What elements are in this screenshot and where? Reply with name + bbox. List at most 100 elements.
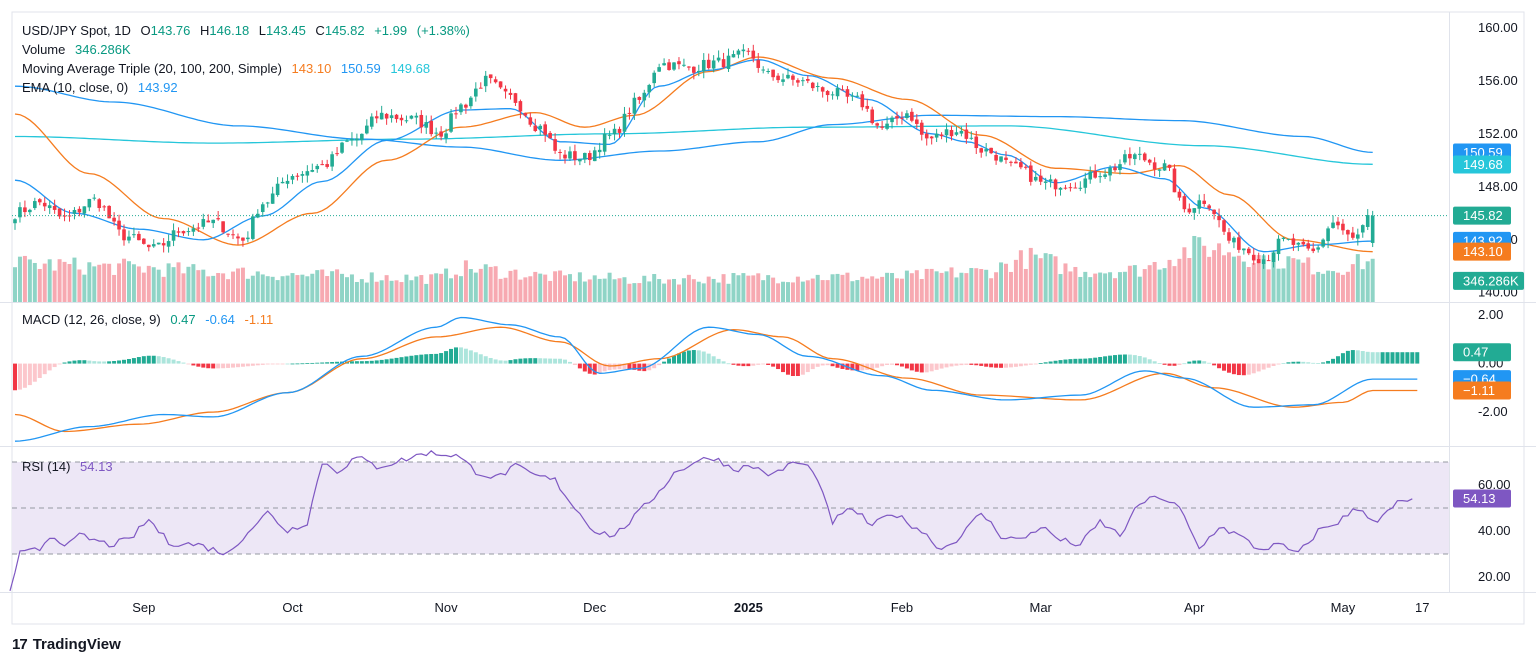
candle-body[interactable] [954,132,959,135]
candle-body[interactable] [553,139,557,151]
candle-body[interactable] [57,208,62,217]
candle-body[interactable] [1118,164,1122,170]
candle-body[interactable] [1177,191,1182,198]
candle-body[interactable] [1019,162,1023,168]
candle-body[interactable] [1232,237,1236,243]
candle-body[interactable] [42,202,47,207]
candle-body[interactable] [77,208,82,213]
candle-body[interactable] [1271,252,1276,262]
candle-body[interactable] [444,133,448,139]
candle-body[interactable] [1048,179,1053,182]
candle-body[interactable] [310,170,315,172]
candle-body[interactable] [330,154,334,167]
candle-body[interactable] [840,89,845,91]
candle-body[interactable] [285,180,290,184]
candle-body[interactable] [508,92,513,95]
candle-body[interactable] [1187,208,1192,213]
candle-body[interactable] [1306,243,1311,249]
candle-body[interactable] [340,142,344,153]
candle-body[interactable] [533,125,538,131]
candle-body[interactable] [201,219,206,227]
candle-body[interactable] [350,138,354,141]
candle-body[interactable] [1152,162,1157,170]
candle-body[interactable] [637,96,642,100]
candle-body[interactable] [766,71,770,73]
candle-body[interactable] [855,95,860,97]
candle-body[interactable] [87,198,92,208]
candle-body[interactable] [1326,228,1330,242]
candle-body[interactable] [419,114,424,128]
candle-body[interactable] [483,75,488,87]
candle-body[interactable] [186,231,191,233]
candle-body[interactable] [880,126,884,128]
candle-body[interactable] [959,130,964,134]
candle-body[interactable] [33,201,37,209]
candle-body[interactable] [1207,205,1211,209]
candle-body[interactable] [622,113,627,132]
candle-body[interactable] [404,120,409,122]
candle-body[interactable] [181,231,186,234]
candle-body[interactable] [761,69,766,71]
candle-body[interactable] [389,115,394,119]
candle-body[interactable] [1108,167,1112,176]
candle-body[interactable] [850,95,855,97]
candle-body[interactable] [1053,179,1058,190]
candle-body[interactable] [905,113,909,119]
candle-body[interactable] [746,50,751,52]
candle-body[interactable] [459,104,463,113]
candle-body[interactable] [474,88,478,97]
candle-body[interactable] [602,133,607,152]
candle-body[interactable] [399,117,404,121]
candle-body[interactable] [731,54,736,58]
candle-body[interactable] [439,131,443,137]
candle-body[interactable] [1123,154,1127,163]
candle-body[interactable] [151,244,156,247]
candle-body[interactable] [1197,200,1202,209]
candle-body[interactable] [117,220,121,230]
candle-body[interactable] [320,164,325,166]
candle-body[interactable] [295,175,300,177]
candle-body[interactable] [1137,153,1142,155]
candle-body[interactable] [226,233,230,235]
candle-body[interactable] [890,117,894,123]
candle-body[interactable] [885,123,889,129]
candle-body[interactable] [523,113,528,116]
candle-body[interactable] [449,113,453,132]
candle-body[interactable] [756,60,761,68]
candle-body[interactable] [236,236,240,239]
candle-body[interactable] [1316,247,1320,250]
candle-body[interactable] [1331,222,1335,228]
candle-body[interactable] [1063,187,1068,189]
candle-body[interactable] [1356,234,1360,239]
candle-body[interactable] [726,55,731,69]
candle-body[interactable] [255,213,260,218]
candle-body[interactable] [166,241,171,247]
candle-body[interactable] [1128,153,1132,159]
candle-body[interactable] [107,205,111,219]
candle-body[interactable] [503,88,508,92]
candle-body[interactable] [469,97,473,107]
candle-body[interactable] [1336,221,1340,226]
candle-body[interactable] [597,149,602,153]
candle-body[interactable] [369,116,374,127]
candle-body[interactable] [979,148,984,153]
candle-body[interactable] [771,69,775,78]
candle-body[interactable] [1133,154,1137,160]
candle-body[interactable] [146,244,151,248]
candle-body[interactable] [37,199,42,203]
candle-body[interactable] [1172,168,1177,193]
candle-body[interactable] [796,80,800,83]
candle-body[interactable] [820,87,825,92]
candle-body[interactable] [801,80,805,82]
candle-body[interactable] [1281,237,1286,239]
candle-body[interactable] [488,74,493,79]
candle-body[interactable] [196,227,201,229]
candle-body[interactable] [1346,230,1350,235]
candle-body[interactable] [910,111,914,121]
candle-body[interactable] [919,122,924,135]
candle-body[interactable] [112,217,116,222]
candle-body[interactable] [592,150,597,162]
candle-body[interactable] [1098,176,1102,178]
candle-body[interactable] [558,151,562,153]
candle-body[interactable] [290,176,295,180]
